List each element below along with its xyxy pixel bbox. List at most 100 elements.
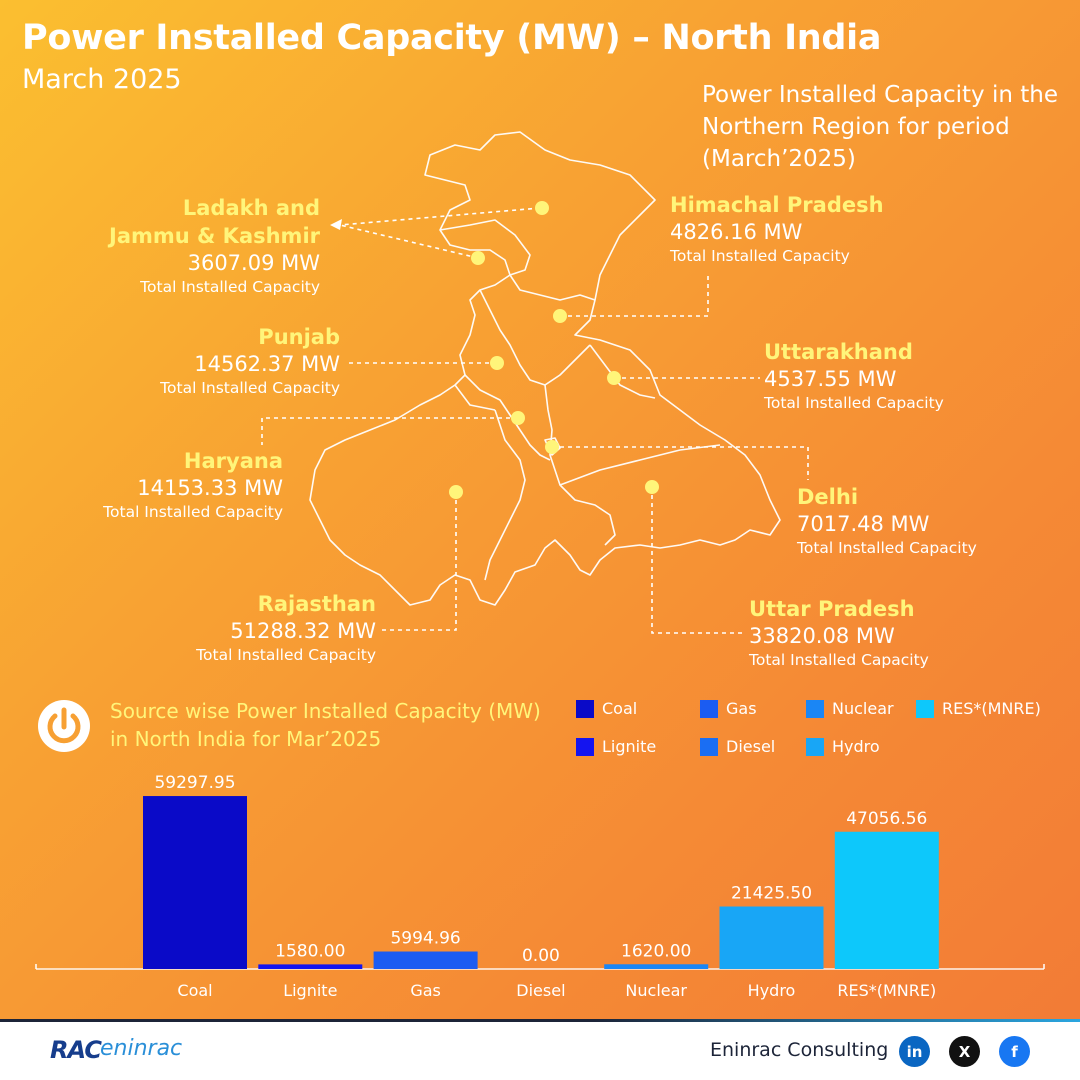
region-note: Total Installed Capacity: [670, 247, 850, 265]
region-name: Uttarakhand: [764, 340, 913, 364]
facebook-label: f: [1011, 1042, 1018, 1061]
region-value: 14562.37 MW: [194, 352, 340, 376]
dot-rj: [449, 485, 463, 499]
legend-item-diesel: Diesel: [700, 737, 775, 756]
company-name: Eninrac Consulting: [710, 1039, 889, 1061]
source-bar-chart: 59297.95 Coal 1580.00 Lignite 5994.96 Gas 0.00…: [35, 773, 1045, 1000]
legend-item-nuclear: Nuclear: [806, 699, 894, 718]
legend-swatch: [806, 699, 824, 718]
x-tick-label: Coal: [177, 981, 212, 1000]
leader-lines: [261, 207, 809, 634]
page-title: Power Installed Capacity (MW) – North In…: [22, 18, 882, 58]
legend-label: RES*(MNRE): [942, 699, 1041, 718]
x-tick-label: Nuclear: [625, 981, 687, 1000]
linkedin-icon[interactable]: in: [899, 1036, 930, 1067]
region-name: Himachal Pradesh: [670, 193, 884, 217]
arrowhead-jk: [330, 219, 342, 230]
region-name: Punjab: [258, 325, 340, 349]
page-subtitle: March 2025: [22, 64, 182, 95]
region-dots: [449, 201, 659, 499]
leader-jk-1: [339, 207, 541, 226]
label-uk: Uttarakhand 4537.55 MW Total Installed C…: [764, 338, 944, 414]
dot-hr: [511, 411, 525, 425]
footer-divider: [0, 1019, 1080, 1024]
region-name: Uttar Pradesh: [749, 597, 915, 621]
legend-item-gas: Gas: [700, 699, 757, 718]
x-tick-label: Lignite: [283, 981, 337, 1000]
bar-coal: [143, 796, 247, 969]
legend-swatch: [700, 699, 718, 718]
legend-label: Hydro: [832, 737, 880, 756]
label-hr: Haryana 14153.33 MW Total Installed Capa…: [103, 447, 283, 523]
region-value: 3607.09 MW: [187, 251, 320, 275]
legend-swatch: [576, 737, 594, 756]
label-hp: Himachal Pradesh 4826.16 MW Total Instal…: [670, 191, 884, 267]
region-note: Total Installed Capacity: [764, 394, 944, 412]
region-name: Jammu & Kashmir: [109, 224, 320, 248]
bar-value-label: 21425.50: [731, 884, 812, 904]
label-rj: Rajasthan 51288.32 MW Total Installed Ca…: [196, 590, 376, 666]
period-note: Power Installed Capacity in the Northern…: [702, 82, 1058, 172]
dot-jk: [471, 251, 485, 265]
region-value: 33820.08 MW: [749, 624, 895, 648]
region-name: Delhi: [797, 485, 859, 509]
legend-item-hydro: Hydro: [806, 737, 880, 756]
region-name: Ladakh and: [182, 196, 320, 220]
bar-value-label: 5994.96: [390, 929, 460, 949]
legend-label: Lignite: [602, 737, 657, 756]
bar-value-label: 59297.95: [154, 773, 235, 793]
x-tick-label: Diesel: [516, 981, 565, 1000]
leader-hr: [261, 417, 518, 445]
region-note: Total Installed Capacity: [103, 503, 283, 521]
region-value: 7017.48 MW: [797, 512, 930, 536]
source-section-title: Source wise Power Installed Capacity (MW…: [110, 699, 541, 751]
bar-value-label: 0.00: [522, 946, 560, 966]
legend-item-lignite: Lignite: [576, 737, 656, 756]
bar-gas: [373, 951, 478, 969]
label-dl: Delhi 7017.48 MW Total Installed Capacit…: [797, 483, 977, 559]
dot-ladakh: [535, 201, 549, 215]
region-note: Total Installed Capacity: [160, 379, 340, 397]
bar-hydro: [719, 906, 824, 969]
region-value: 51288.32 MW: [230, 619, 376, 643]
region-value: 4537.55 MW: [764, 367, 897, 391]
bar-res-mnre-: [834, 831, 939, 969]
label-jk: Ladakh and Jammu & Kashmir 3607.09 MW To…: [109, 194, 320, 298]
leader-jk-2: [339, 224, 479, 259]
region-note: Total Installed Capacity: [797, 539, 977, 557]
region-note: Total Installed Capacity: [749, 651, 929, 669]
region-note: Total Installed Capacity: [140, 278, 320, 296]
footer: RAC eninrac Eninrac Consulting in X f: [0, 1022, 1080, 1080]
x-tick-label: RES*(MNRE): [837, 981, 936, 1000]
region-note: Total Installed Capacity: [196, 646, 376, 664]
bar-nuclear: [604, 964, 709, 969]
bar-value-label: 47056.56: [846, 809, 927, 829]
region-value: 14153.33 MW: [137, 476, 283, 500]
bar-value-label: 1620.00: [621, 941, 691, 961]
legend-label: Coal: [602, 699, 638, 718]
label-pb: Punjab 14562.37 MW Total Installed Capac…: [160, 323, 340, 399]
label-up: Uttar Pradesh 33820.08 MW Total Installe…: [749, 595, 929, 671]
leader-up: [651, 487, 745, 634]
legend-swatch: [700, 737, 718, 756]
dot-hp: [553, 309, 567, 323]
legend-swatch: [806, 737, 824, 756]
legend-item-coal: Coal: [576, 699, 637, 718]
region-name: Haryana: [183, 449, 283, 473]
x-label: X: [958, 1042, 971, 1061]
dot-uk: [607, 371, 621, 385]
leader-dl: [552, 446, 809, 480]
leader-rj: [380, 492, 457, 631]
legend-label: Gas: [726, 699, 757, 718]
dot-up: [645, 480, 659, 494]
x-tick-label: Hydro: [748, 981, 796, 1000]
legend-swatch: [576, 699, 594, 718]
bar-value-label: 1580.00: [275, 941, 345, 961]
legend-label: Nuclear: [832, 699, 894, 718]
leader-hp: [560, 272, 709, 317]
logo-rac: RAC: [50, 1036, 102, 1064]
power-icon: [38, 700, 90, 752]
facebook-icon[interactable]: f: [999, 1036, 1030, 1067]
x-icon[interactable]: X: [949, 1036, 980, 1067]
bars-group: 59297.95 Coal 1580.00 Lignite 5994.96 Gas 0.00…: [143, 773, 939, 1000]
